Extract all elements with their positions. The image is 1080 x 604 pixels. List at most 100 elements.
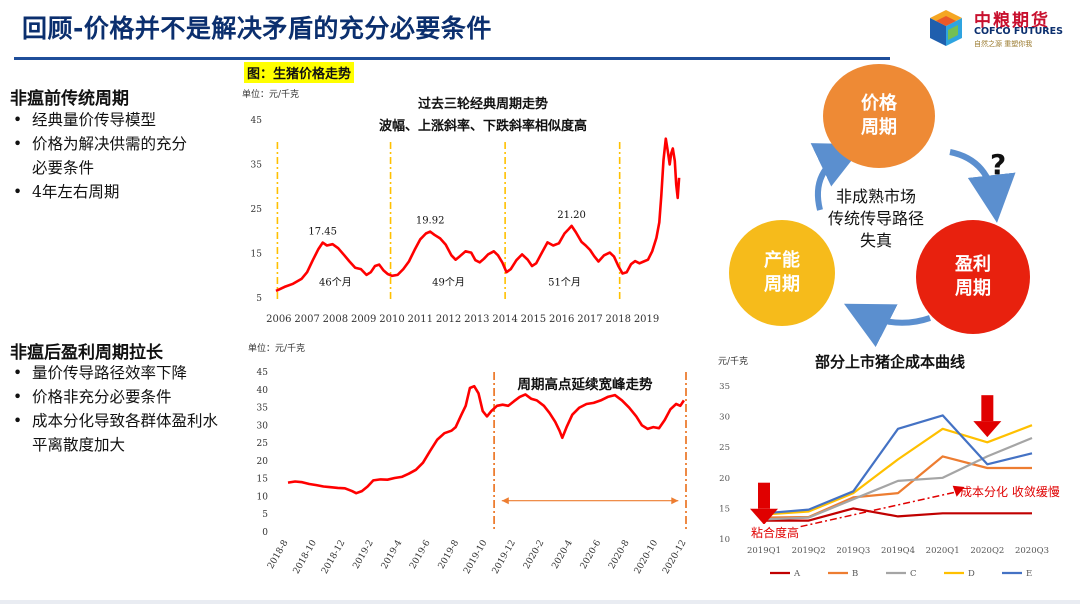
y-tick-label: 25 <box>719 443 730 453</box>
y-tick-label: 35 <box>251 161 263 171</box>
y-tick-label: 35 <box>719 382 730 392</box>
question-mark: ? <box>990 148 1007 181</box>
x-tick-label: 2018-8 <box>266 538 291 571</box>
price-series-line <box>275 137 681 293</box>
cycle-length-label: 46个月 <box>319 277 352 289</box>
y-tick-label: 25 <box>257 439 269 449</box>
x-tick-label: 2006 <box>266 314 291 325</box>
x-tick-label: 2016 <box>549 314 574 325</box>
arrow-head-left <box>501 497 509 505</box>
cofco-futures-logo: 中粮期货 COFCO FUTURES 自然之源 重塑你我 <box>922 2 1072 56</box>
x-tick-label: 2018-12 <box>320 539 347 576</box>
legend-label: D <box>968 569 975 579</box>
y-tick-label: 15 <box>719 504 730 514</box>
legend-label: B <box>852 569 858 579</box>
arrow-right-to-left <box>843 303 931 348</box>
x-tick-label: 2019-6 <box>408 538 433 571</box>
cycle-length-label: 49个月 <box>432 277 465 289</box>
y-tick-label: 45 <box>257 368 269 378</box>
cost-series-line-E <box>763 414 1033 515</box>
bullet-item: 经典量价传导模型 <box>8 108 232 132</box>
x-tick-label: 2019 <box>634 314 659 325</box>
profit-cycle-circle: 盈利 周期 <box>916 220 1030 334</box>
legend-label: E <box>1026 569 1032 579</box>
peak-value-label: 19.92 <box>416 216 445 227</box>
chart1-annotation-title: 过去三轮经典周期走势 <box>417 97 548 112</box>
arrow-left-to-top <box>810 143 865 211</box>
logo-slogan: 自然之源 重塑你我 <box>974 40 1033 48</box>
peak-value-label: 21.20 <box>557 210 586 221</box>
y-tick-label: 25 <box>251 205 263 215</box>
figure-caption: 图：生猪价格走势 <box>244 62 355 83</box>
bullet-item: 4年左右周期 <box>8 180 232 204</box>
x-tick-label: 2019-4 <box>380 538 405 571</box>
x-tick-label: 2020-10 <box>633 538 660 576</box>
x-tick-label: 2020-12 <box>661 539 688 576</box>
y-tick-label: 0 <box>262 528 268 538</box>
x-tick-label: 2007 <box>294 314 319 325</box>
bullet-item: 成本分化导致各群体盈利水平离散度加大 <box>8 409 232 457</box>
cost-series-line-A <box>764 507 1032 522</box>
x-tick-label: 2020Q2 <box>970 546 1004 556</box>
highlight-down-arrow-shaft <box>758 482 770 509</box>
bullet-item: 价格非充分必要条件 <box>8 385 232 409</box>
price-cycle-label: 价格 周期 <box>861 93 897 138</box>
profit-cycle-label: 盈利 周期 <box>955 254 991 299</box>
x-tick-label: 2019-10 <box>462 538 489 576</box>
cycle-center-text: 非成熟市场 传统传导路径 失真 <box>827 187 924 250</box>
section1-heading: 非瘟前传统周期 <box>10 89 129 109</box>
chart3-note-diverge: 成本分化 收敛缓慢 <box>960 485 1060 499</box>
chart1-annotation-subtitle: 波幅、上涨斜率、下跌斜率相似度高 <box>378 119 587 134</box>
price-series-line <box>287 384 685 495</box>
x-tick-label: 2020Q3 <box>1015 546 1049 556</box>
capacity-cycle-label: 产能 周期 <box>764 250 800 295</box>
title-underline <box>14 57 890 60</box>
trend-dash-arrow <box>785 491 957 531</box>
highlight-down-arrow-shaft <box>981 395 994 422</box>
bullet-item: 价格为解决供需的充分必要条件 <box>8 132 202 180</box>
x-tick-label: 2008 <box>323 314 348 325</box>
x-tick-label: 2013 <box>464 314 489 325</box>
x-tick-label: 2011 <box>408 314 433 325</box>
cost-series-line-C <box>763 436 1033 521</box>
chart3-note-high: 粘合度高 <box>751 524 800 541</box>
x-tick-label: 2020-8 <box>607 538 632 571</box>
y-tick-label: 20 <box>719 474 730 484</box>
y-tick-label: 20 <box>257 457 269 467</box>
y-tick-label: 30 <box>719 413 730 423</box>
x-tick-label: 2019-8 <box>437 538 462 571</box>
x-tick-label: 2010 <box>379 314 404 325</box>
chart1-unit: 单位：元/千克 <box>242 90 300 100</box>
highlight-down-arrow-head <box>973 421 1002 438</box>
bullet-item: 量价传导路径效率下降 <box>8 361 232 385</box>
chart3-unit: 元/千克 <box>718 357 749 367</box>
chart2-unit: 单位：元/千克 <box>248 344 306 354</box>
highlight-down-arrow-head <box>750 508 778 525</box>
x-tick-label: 2019-12 <box>491 539 518 576</box>
y-tick-label: 10 <box>719 535 730 545</box>
x-tick-label: 2020-6 <box>579 538 604 571</box>
x-tick-label: 2020-4 <box>550 538 575 571</box>
section2-bullets: 量价传导路径效率下降 价格非充分必要条件 成本分化导致各群体盈利水平离散度加大 <box>8 361 232 457</box>
peak-value-label: 17.45 <box>308 227 337 238</box>
chart2-annotation: 周期高点延续宽峰走势 <box>517 377 653 393</box>
trend-arrow-head <box>952 485 965 497</box>
cycle-length-label: 51个月 <box>548 277 581 289</box>
cycle-arrows <box>810 143 1016 348</box>
x-tick-label: 2009 <box>351 314 376 325</box>
y-tick-label: 5 <box>256 294 262 304</box>
cost-curve-chart: 10 15 20 25 30 35 2019Q1 2019Q2 2019Q3 2019Q4 2020… <box>719 382 1049 579</box>
slide-title: 回顾-价格并不是解决矛盾的充分必要条件 <box>22 14 492 43</box>
logo-name-en: COFCO FUTURES <box>974 26 1063 37</box>
x-tick-label: 2014 <box>492 314 517 325</box>
x-tick-label: 2017 <box>577 314 602 325</box>
x-tick-label: 2020Q1 <box>926 546 960 556</box>
y-tick-label: 10 <box>257 492 269 502</box>
y-tick-label: 15 <box>251 250 263 260</box>
x-tick-label: 2020-2 <box>522 539 546 571</box>
cube-logo-icon <box>930 10 962 46</box>
legend-label: C <box>910 569 917 579</box>
footer-rule <box>0 600 1080 604</box>
